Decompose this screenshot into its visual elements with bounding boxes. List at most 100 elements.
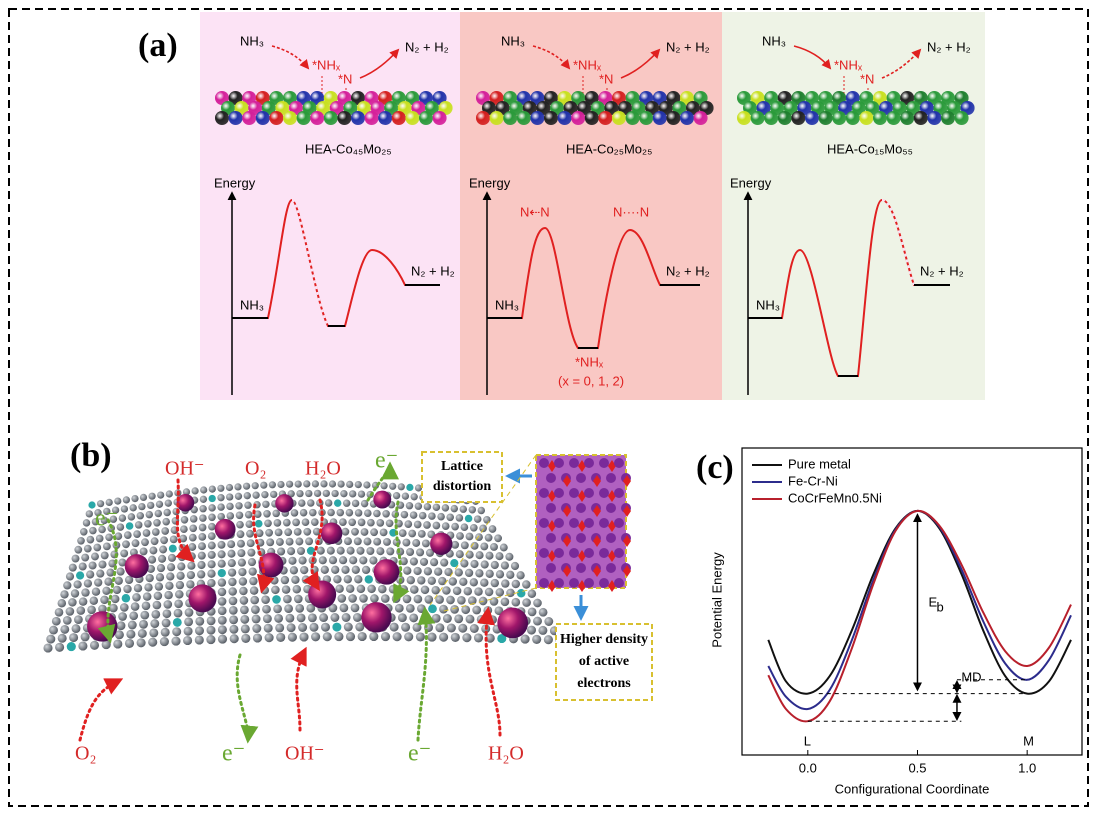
carbon-atom [63,581,71,589]
carbon-atom [58,599,67,608]
carbon-atom [370,528,378,536]
carbon-atom [165,582,173,590]
carbon-atom [465,515,473,523]
carbon-atom [227,550,235,558]
carbon-atom [89,561,97,569]
carbon-atom [274,614,283,623]
carbon-atom [393,632,402,641]
carbon-atom [200,496,207,503]
carbon-atom [527,626,536,635]
carbon-atom [237,549,245,557]
carbon-atom [282,585,291,594]
carbon-atom [227,540,235,548]
carbon-atom [277,547,285,555]
carbon-atom [416,632,425,641]
carbon-atom [435,623,444,632]
lattice-atom [614,488,624,498]
carbon-atom [128,621,137,630]
carbon-atom [506,589,515,598]
carbon-atom [184,627,193,636]
carbon-atom [272,595,281,604]
carbon-atom [137,512,144,519]
adsorbate-label: *N [599,71,613,86]
carbon-atom [283,595,292,604]
carbon-atom [265,633,274,642]
carbon-atom [485,552,493,560]
carbon-atom [272,510,280,518]
carbon-atom [292,519,300,527]
carbon-atom [389,585,398,594]
species-label: H₂O [488,743,524,765]
catalyst-label: HEA-Co₂₅Mo₂₅ [566,141,652,156]
carbon-atom [96,570,104,578]
lattice-atom [554,458,564,468]
carbon-atom [195,635,204,644]
metal-particle [430,533,452,555]
carbon-atom [456,550,464,558]
carbon-atom [83,519,90,526]
panel-b: OH⁻O₂H₂Oe⁻e⁻O₂e⁻OH⁻e⁻H₂OLatticedistortio… [43,448,652,767]
carbon-atom [81,632,90,641]
atom [229,111,243,125]
carbon-atom [244,501,251,508]
carbon-atom [235,502,242,509]
adsorbate-label: *N [860,71,874,86]
carbon-atom [124,531,132,539]
carbon-atom [416,548,424,556]
carbon-atom [218,616,227,625]
carbon-atom [451,523,459,531]
carbon-atom [284,604,293,613]
carbon-atom [401,623,410,632]
carbon-atom [381,632,390,641]
annotation: L [804,733,811,748]
carbon-atom [166,572,174,580]
atom [544,111,558,125]
carbon-atom [299,556,307,564]
carbon-atom [477,615,486,624]
carbon-atom [138,629,147,638]
carbon-atom [218,578,226,586]
carbon-atom [229,606,238,615]
carbon-atom [143,592,152,601]
carbon-atom [121,505,128,512]
lattice-atom [576,533,586,543]
carbon-atom [176,572,184,580]
carbon-atom [94,578,102,586]
energy-axis-label: Energy [730,175,772,190]
lattice-atom [599,548,609,558]
carbon-atom [143,529,151,537]
carbon-atom [344,575,352,583]
carbon-atom [154,592,163,601]
carbon-atom [353,613,362,622]
carbon-atom [186,580,194,588]
atom [694,111,708,125]
carbon-atom [359,556,367,564]
lattice-atom [614,518,624,528]
atom [666,111,680,125]
carbon-atom [236,512,244,520]
carbon-atom [346,585,355,594]
atom [378,111,392,125]
carbon-atom [337,509,345,517]
carbon-atom [71,589,79,597]
carbon-atom [266,538,274,546]
annotation: b [936,599,943,614]
carbon-atom [449,577,457,585]
carbon-atom [122,594,131,603]
carbon-atom [192,487,199,494]
carbon-atom [166,490,173,497]
carbon-atom [226,503,233,510]
carbon-atom [480,579,488,587]
carbon-atom [389,483,396,490]
carbon-atom [149,628,158,637]
carbon-atom [46,635,55,644]
product-label: N₂ + H₂ [405,39,449,54]
carbon-atom [165,500,172,507]
carbon-atom [229,625,238,634]
carbon-atom [249,577,257,585]
carbon-atom [495,552,503,560]
carbon-atom [297,613,306,622]
carbon-atom [496,588,505,597]
carbon-atom [58,634,67,643]
carbon-atom [341,566,349,574]
